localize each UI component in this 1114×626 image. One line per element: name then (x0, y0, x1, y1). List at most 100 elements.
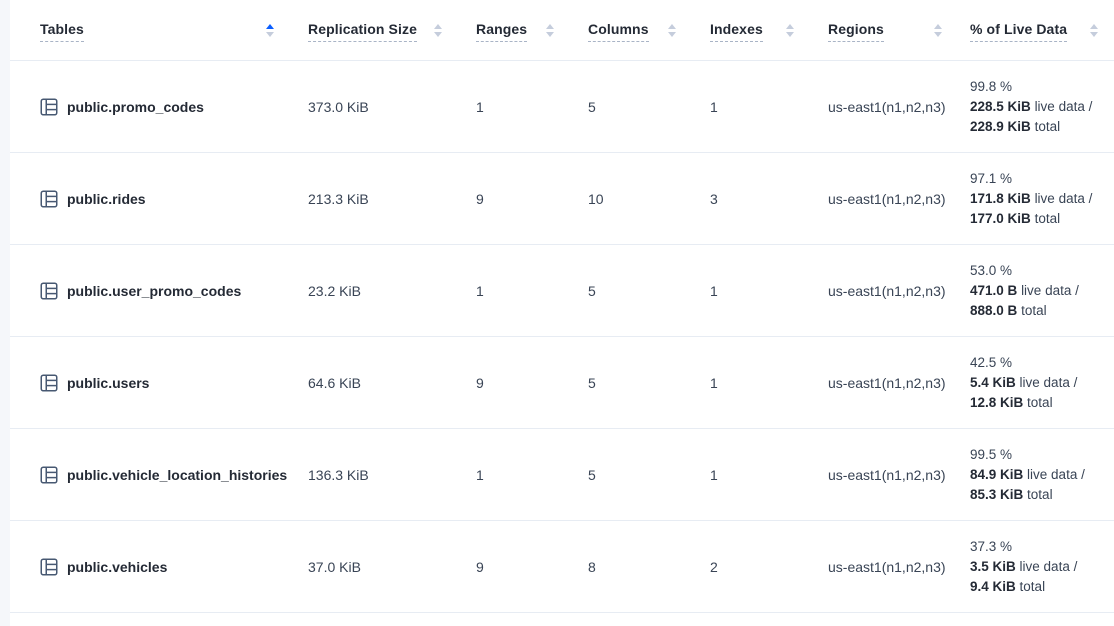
table-name-cell: public.user_promo_codes (40, 282, 290, 300)
column-header-regions[interactable]: Regions (810, 0, 958, 60)
table-name-link[interactable]: public.user_promo_codes (67, 282, 242, 299)
sort-desc-icon[interactable] (434, 31, 442, 37)
column-header-of-live-data[interactable]: % of Live Data (958, 0, 1114, 60)
sort-arrows-icon[interactable] (786, 23, 794, 37)
total-data-line: 85.3 KiB total (970, 485, 1114, 505)
total-data-line: 228.9 KiB total (970, 117, 1114, 137)
column-header-label[interactable]: Replication Size (308, 21, 417, 42)
column-header-label[interactable]: % of Live Data (970, 21, 1068, 42)
live-data-cell: 99.5 % 84.9 KiB live data / 85.3 KiB tot… (958, 445, 1114, 505)
columns-cell: 8 (588, 558, 596, 575)
sort-asc-icon[interactable] (1090, 23, 1098, 29)
sort-desc-icon[interactable] (266, 31, 274, 37)
column-header-label[interactable]: Columns (588, 21, 649, 42)
sort-arrows-icon[interactable] (546, 23, 554, 37)
total-data-label: total (1019, 578, 1046, 594)
live-data-label: live data / (1034, 190, 1093, 206)
live-data-value: 228.5 KiB (970, 98, 1031, 114)
live-data-percent: 42.5 % (970, 354, 1013, 370)
tables-table: Tables Replication Size Ranges Columns (10, 0, 1114, 626)
live-data-line: 3.5 KiB live data / (970, 557, 1114, 577)
live-data-cell: 53.0 % 471.0 B live data / 888.0 B total (958, 261, 1114, 321)
sort-asc-icon[interactable] (546, 23, 554, 29)
sort-desc-icon[interactable] (934, 31, 942, 37)
total-data-label: total (1034, 210, 1061, 226)
total-data-label: total (1027, 486, 1053, 502)
regions-cell: us-east1(n1,n2,n3) (828, 190, 946, 207)
live-data-value: 84.9 KiB (970, 466, 1024, 482)
indexes-cell: 3 (710, 190, 718, 207)
column-header-label[interactable]: Tables (40, 21, 84, 42)
sort-asc-icon[interactable] (786, 23, 794, 29)
total-data-value: 9.4 KiB (970, 578, 1016, 594)
live-data-line: 5.4 KiB live data / (970, 373, 1114, 393)
regions-cell: us-east1(n1,n2,n3) (828, 98, 946, 115)
column-header-columns[interactable]: Columns (570, 0, 692, 60)
table-row: public.users 64.6 KiB 9 5 1 us-east1(n1,… (10, 337, 1114, 429)
columns-cell: 5 (588, 466, 596, 483)
table-name-link[interactable]: public.vehicles (67, 558, 168, 575)
ranges-cell: 1 (476, 466, 484, 483)
column-header-label[interactable]: Indexes (710, 21, 763, 42)
sort-arrows-icon[interactable] (266, 23, 274, 37)
total-data-line: 9.4 KiB total (970, 577, 1114, 597)
total-data-value: 12.8 KiB (970, 394, 1024, 410)
total-data-line: 12.8 KiB total (970, 393, 1114, 413)
sort-arrows-icon[interactable] (1090, 23, 1098, 37)
live-data-cell: 42.5 % 5.4 KiB live data / 12.8 KiB tota… (958, 353, 1114, 413)
live-data-label: live data / (1034, 98, 1093, 114)
total-data-value: 177.0 KiB (970, 210, 1031, 226)
table-name-cell: public.vehicles (40, 558, 290, 576)
sort-desc-icon[interactable] (1090, 31, 1098, 37)
table-icon (40, 466, 58, 484)
sort-asc-icon[interactable] (434, 23, 442, 29)
column-header-tables[interactable]: Tables (40, 0, 290, 60)
replication-size-cell: 213.3 KiB (308, 190, 369, 207)
table-name-link[interactable]: public.promo_codes (67, 98, 204, 115)
live-data-percent: 99.8 % (970, 78, 1013, 94)
sort-desc-icon[interactable] (546, 31, 554, 37)
sort-asc-icon[interactable] (668, 23, 676, 29)
live-data-value: 3.5 KiB (970, 558, 1016, 574)
table-row: public.promo_codes 373.0 KiB 1 5 1 us-ea… (10, 61, 1114, 153)
total-data-value: 888.0 B (970, 302, 1018, 318)
ranges-cell: 1 (476, 282, 484, 299)
live-data-value: 171.8 KiB (970, 190, 1031, 206)
regions-cell: us-east1(n1,n2,n3) (828, 374, 946, 391)
table-name-link[interactable]: public.rides (67, 190, 146, 207)
column-header-label[interactable]: Regions (828, 21, 884, 42)
sort-desc-icon[interactable] (668, 31, 676, 37)
live-data-percent: 97.1 % (970, 170, 1013, 186)
columns-cell: 5 (588, 282, 596, 299)
column-header-replication-size[interactable]: Replication Size (290, 0, 458, 60)
replication-size-cell: 37.0 KiB (308, 558, 361, 575)
sort-asc-icon[interactable] (934, 23, 942, 29)
replication-size-cell: 373.0 KiB (308, 98, 369, 115)
live-data-cell: 97.1 % 171.8 KiB live data / 177.0 KiB t… (958, 169, 1114, 229)
table-name-cell: public.rides (40, 190, 290, 208)
ranges-cell: 9 (476, 190, 484, 207)
sort-arrows-icon[interactable] (434, 23, 442, 37)
sort-desc-icon[interactable] (786, 31, 794, 37)
sort-arrows-icon[interactable] (934, 23, 942, 37)
ranges-cell: 9 (476, 558, 484, 575)
total-data-label: total (1034, 118, 1061, 134)
regions-cell: us-east1(n1,n2,n3) (828, 466, 946, 483)
column-header-label[interactable]: Ranges (476, 21, 528, 42)
table-icon (40, 374, 58, 392)
table-header-row: Tables Replication Size Ranges Columns (10, 0, 1114, 61)
indexes-cell: 2 (710, 558, 718, 575)
table-row: public.vehicles 37.0 KiB 9 8 2 us-east1(… (10, 521, 1114, 613)
live-data-label: live data / (1027, 466, 1085, 482)
table-name-cell: public.vehicle_location_histories (40, 466, 290, 484)
column-header-indexes[interactable]: Indexes (692, 0, 810, 60)
sort-asc-icon[interactable] (266, 23, 274, 29)
table-name-link[interactable]: public.users (67, 374, 150, 391)
column-header-ranges[interactable]: Ranges (458, 0, 570, 60)
table-name-link[interactable]: public.vehicle_location_histories (67, 466, 288, 483)
table-row: public.vehicle_location_histories 136.3 … (10, 429, 1114, 521)
table-row: public.user_promo_codes 23.2 KiB 1 5 1 u… (10, 245, 1114, 337)
sort-arrows-icon[interactable] (668, 23, 676, 37)
regions-cell: us-east1(n1,n2,n3) (828, 558, 946, 575)
table-body: public.promo_codes 373.0 KiB 1 5 1 us-ea… (10, 61, 1114, 613)
